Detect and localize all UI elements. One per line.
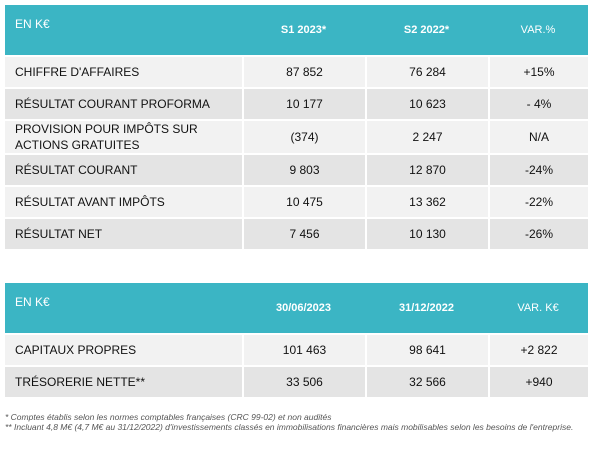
row-label: RÉSULTAT AVANT IMPÔTS bbox=[5, 185, 242, 217]
row-label: RÉSULTAT NET bbox=[5, 217, 242, 249]
value-cell: -26% bbox=[488, 217, 588, 249]
value-cell: 32 566 bbox=[365, 365, 488, 397]
table-row: RÉSULTAT COURANT 9 803 12 870 -24% bbox=[5, 153, 588, 185]
table-row: TRÉSORERIE NETTE** 33 506 32 566 +940 bbox=[5, 365, 588, 397]
value-cell: 76 284 bbox=[365, 55, 488, 87]
row-label: CAPITAUX PROPRES bbox=[5, 333, 242, 365]
value-cell: 10 130 bbox=[365, 217, 488, 249]
table-row: CAPITAUX PROPRES 101 463 98 641 +2 822 bbox=[5, 333, 588, 365]
value-cell: 12 870 bbox=[365, 153, 488, 185]
value-cell: 87 852 bbox=[242, 55, 365, 87]
row-label: PROVISION POUR IMPÔTS SUR ACTIONS GRATUI… bbox=[5, 119, 242, 153]
value-cell: 9 803 bbox=[242, 153, 365, 185]
value-cell: +940 bbox=[488, 365, 588, 397]
value-cell: 10 475 bbox=[242, 185, 365, 217]
value-cell: -22% bbox=[488, 185, 588, 217]
header-row: EN K€ S1 2023* S2 2022* VAR.% bbox=[5, 5, 588, 55]
header-cell: VAR. K€ bbox=[488, 283, 588, 333]
value-cell: 33 506 bbox=[242, 365, 365, 397]
row-label: RÉSULTAT COURANT PROFORMA bbox=[5, 87, 242, 119]
row-label: RÉSULTAT COURANT bbox=[5, 153, 242, 185]
table-row: RÉSULTAT AVANT IMPÔTS 10 475 13 362 -22% bbox=[5, 185, 588, 217]
balance-table: EN K€ 30/06/2023 31/12/2022 VAR. K€ CAPITAUX… bbox=[5, 283, 588, 397]
value-cell: 10 177 bbox=[242, 87, 365, 119]
row-label: CHIFFRE D'AFFAIRES bbox=[5, 55, 242, 87]
value-cell: 10 623 bbox=[365, 87, 488, 119]
header-cell: EN K€ bbox=[5, 5, 242, 55]
value-cell: 101 463 bbox=[242, 333, 365, 365]
row-label: TRÉSORERIE NETTE** bbox=[5, 365, 242, 397]
table-row: CHIFFRE D'AFFAIRES 87 852 76 284 +15% bbox=[5, 55, 588, 87]
table-row: PROVISION POUR IMPÔTS SUR ACTIONS GRATUI… bbox=[5, 119, 588, 153]
value-cell: 13 362 bbox=[365, 185, 488, 217]
header-cell: 30/06/2023 bbox=[242, 283, 365, 333]
value-cell: 2 247 bbox=[365, 119, 488, 153]
value-cell: N/A bbox=[488, 119, 588, 153]
value-cell: (374) bbox=[242, 119, 365, 153]
value-cell: +2 822 bbox=[488, 333, 588, 365]
footnote: * Comptes établis selon les normes compt… bbox=[5, 412, 332, 422]
header-cell: EN K€ bbox=[5, 283, 242, 333]
value-cell: - 4% bbox=[488, 87, 588, 119]
value-cell: 98 641 bbox=[365, 333, 488, 365]
value-cell: 7 456 bbox=[242, 217, 365, 249]
header-cell: VAR.% bbox=[488, 5, 588, 55]
table-row: RÉSULTAT NET 7 456 10 130 -26% bbox=[5, 217, 588, 249]
header-cell: 31/12/2022 bbox=[365, 283, 488, 333]
footnotes: * Comptes établis selon les normes compt… bbox=[5, 412, 588, 432]
header-cell: S2 2022* bbox=[365, 5, 488, 55]
results-table: EN K€ S1 2023* S2 2022* VAR.% CHIFFRE D'AFFA… bbox=[5, 5, 588, 249]
value-cell: +15% bbox=[488, 55, 588, 87]
table-row: RÉSULTAT COURANT PROFORMA 10 177 10 623- 4… bbox=[5, 87, 588, 119]
header-row: EN K€ 30/06/2023 31/12/2022 VAR. K€ bbox=[5, 283, 588, 333]
footnote: ** Incluant 4,8 M€ (4,7 M€ au 31/12/2022… bbox=[5, 422, 574, 432]
value-cell: -24% bbox=[488, 153, 588, 185]
header-cell: S1 2023* bbox=[242, 5, 365, 55]
